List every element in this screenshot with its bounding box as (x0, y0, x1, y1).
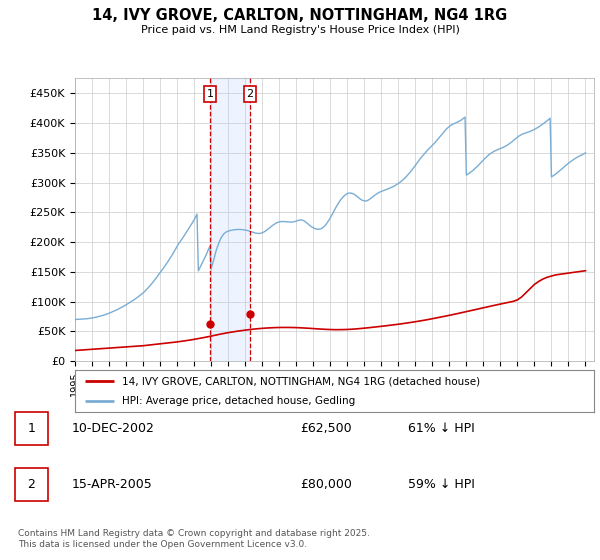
Text: 61% ↓ HPI: 61% ↓ HPI (408, 422, 475, 435)
Text: Price paid vs. HM Land Registry's House Price Index (HPI): Price paid vs. HM Land Registry's House … (140, 25, 460, 35)
Text: 14, IVY GROVE, CARLTON, NOTTINGHAM, NG4 1RG (detached house): 14, IVY GROVE, CARLTON, NOTTINGHAM, NG4 … (122, 376, 480, 386)
Text: Contains HM Land Registry data © Crown copyright and database right 2025.
This d: Contains HM Land Registry data © Crown c… (18, 529, 370, 549)
Text: 1: 1 (206, 89, 214, 99)
Text: 2: 2 (28, 478, 35, 491)
Text: 59% ↓ HPI: 59% ↓ HPI (408, 478, 475, 491)
Bar (210, 78, 250, 361)
Text: £80,000: £80,000 (300, 478, 352, 491)
Text: 1: 1 (28, 422, 35, 435)
Text: HPI: Average price, detached house, Gedling: HPI: Average price, detached house, Gedl… (122, 396, 355, 406)
Text: £62,500: £62,500 (300, 422, 352, 435)
Text: 2: 2 (247, 89, 254, 99)
Text: 15-APR-2005: 15-APR-2005 (72, 478, 153, 491)
Text: 14, IVY GROVE, CARLTON, NOTTINGHAM, NG4 1RG: 14, IVY GROVE, CARLTON, NOTTINGHAM, NG4 … (92, 8, 508, 24)
Text: 10-DEC-2002: 10-DEC-2002 (72, 422, 155, 435)
